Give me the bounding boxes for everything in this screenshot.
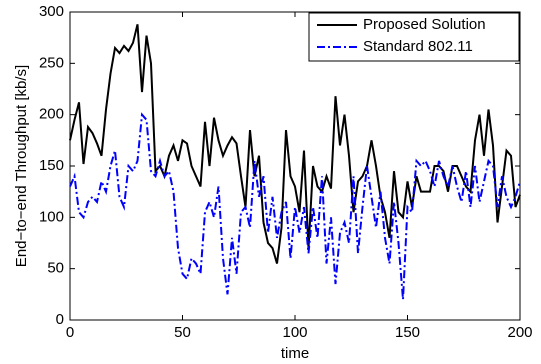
- x-tick-label: 50: [174, 324, 191, 341]
- legend-box: [308, 12, 520, 62]
- legend-label: Standard 802.11: [363, 38, 473, 55]
- y-tick-label: 100: [39, 208, 64, 225]
- y-tick-label: 0: [56, 311, 64, 328]
- x-tick-label: 150: [395, 324, 420, 341]
- y-tick-label: 150: [39, 157, 64, 174]
- x-tick-label: 0: [66, 324, 74, 341]
- series-line: [69, 112, 521, 300]
- y-tick-label: 50: [47, 260, 64, 277]
- y-tick-label: 200: [39, 106, 64, 123]
- x-tick-label: 100: [282, 324, 307, 341]
- x-tick-label: 200: [507, 324, 532, 341]
- legend-label: Proposed Solution: [363, 16, 486, 33]
- y-tick-label: 250: [39, 54, 64, 71]
- y-tick-label: 300: [39, 3, 64, 20]
- x-axis-label: time: [281, 345, 309, 362]
- y-axis-label: End−to−end Throughput [kb/s]: [13, 65, 30, 267]
